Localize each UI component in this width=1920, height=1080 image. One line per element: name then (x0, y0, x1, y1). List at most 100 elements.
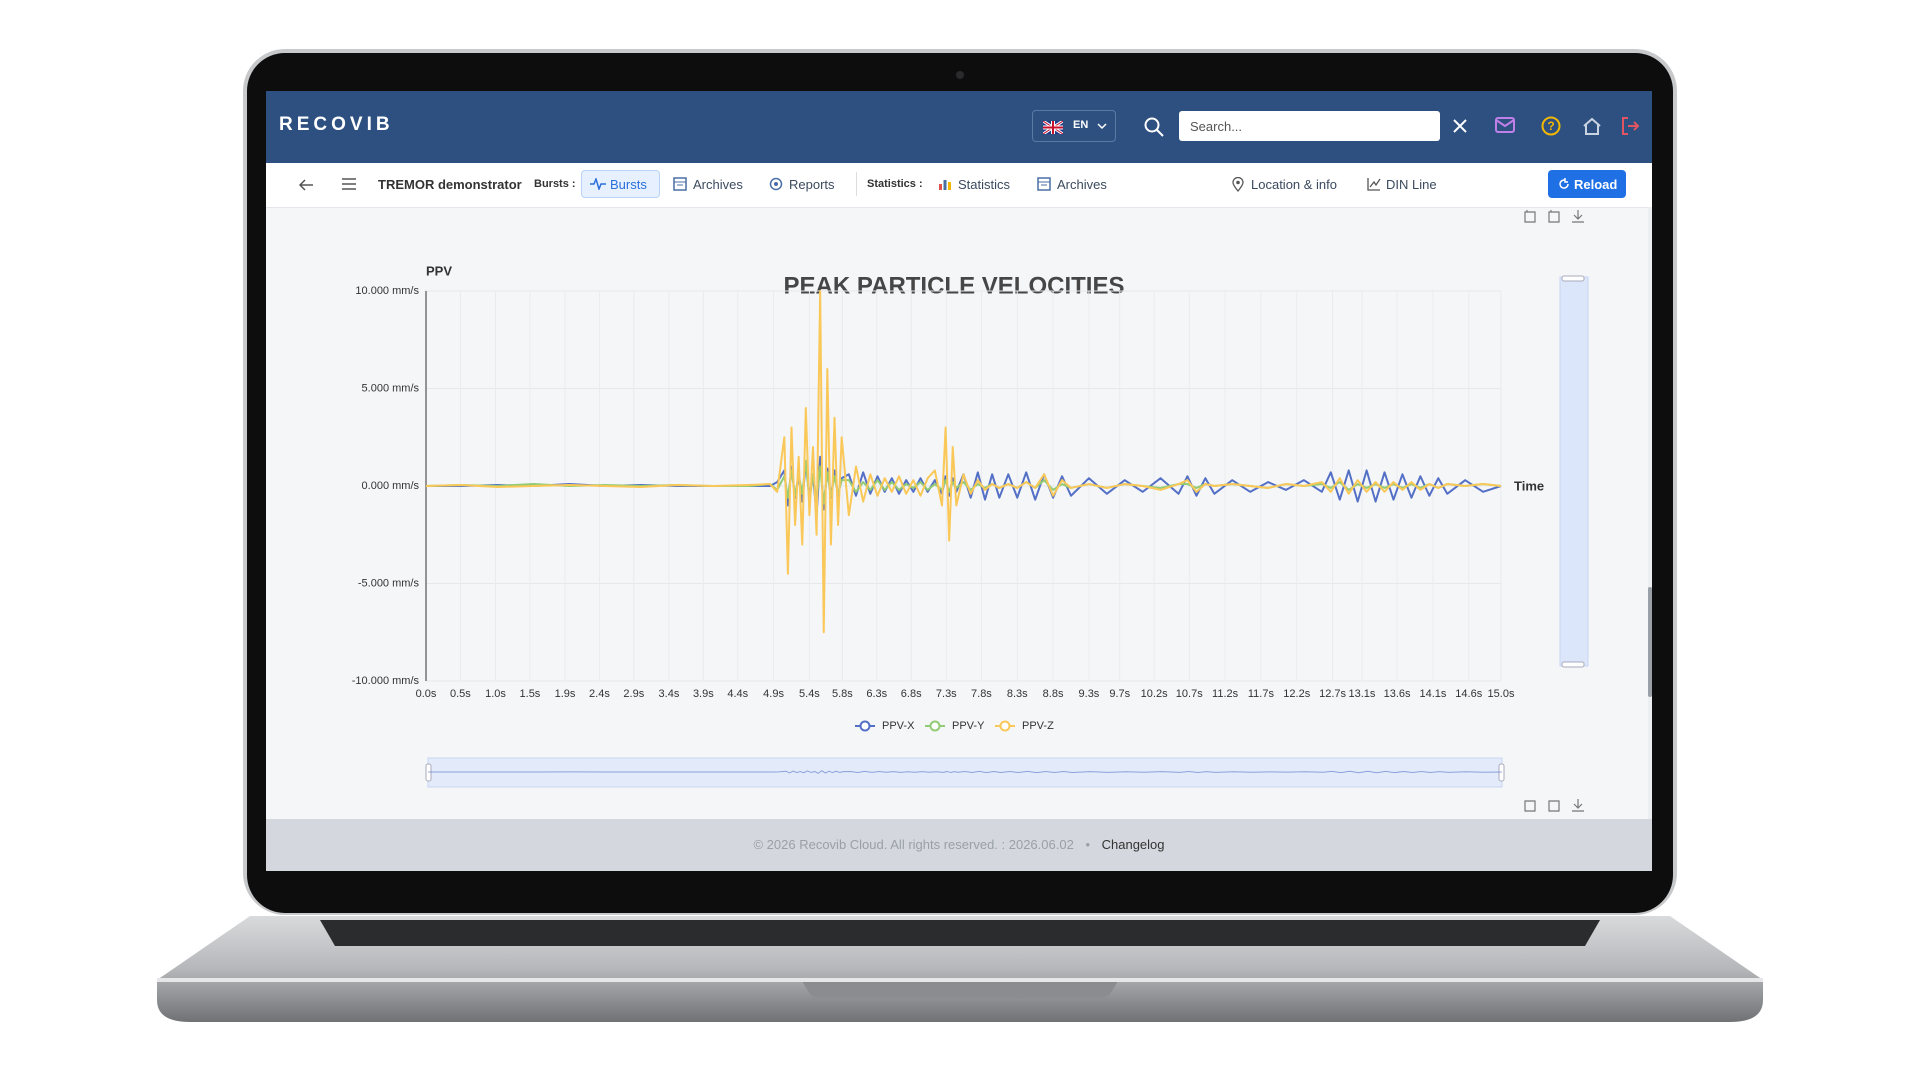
y-slider[interactable] (1559, 275, 1589, 668)
archive-icon (673, 177, 687, 191)
back-icon[interactable] (298, 178, 314, 192)
footer: © 2026 Recovib Cloud. All rights reserve… (266, 837, 1652, 852)
x-tick-label: 14.6s (1455, 688, 1482, 700)
x-tick-label: 5.4s (799, 688, 820, 700)
y-tick-label: -5.000 mm/s (358, 577, 420, 589)
help-icon[interactable]: ? (1541, 116, 1561, 136)
location-tab[interactable]: Location & info (1251, 177, 1338, 192)
bursts-tab-label: Bursts (610, 177, 647, 192)
x-tick-label: 14.1s (1419, 688, 1446, 700)
search-input[interactable]: Search... (1179, 111, 1440, 141)
x-tick-label: 4.9s (763, 688, 784, 700)
x-tick-label: 13.1s (1349, 688, 1376, 700)
download-tool-2[interactable] (1572, 799, 1584, 812)
svg-text:?: ? (1547, 119, 1554, 133)
archive-icon-2 (1037, 177, 1051, 191)
x-tick-label: 15.0s (1488, 688, 1515, 700)
x-tick-label: 1.5s (520, 688, 541, 700)
legend-icon (929, 720, 941, 732)
zoom-tool-2[interactable] (1524, 800, 1536, 812)
logo[interactable]: RECOVIB (279, 114, 394, 135)
x-tick-label: 8.3s (1007, 688, 1028, 700)
bursts-tab[interactable] (581, 170, 660, 198)
nav-bar (266, 163, 1652, 208)
x-tick-label: 9.3s (1079, 688, 1100, 700)
legend-label: PPV-X (882, 720, 915, 732)
reset-tool[interactable] (1548, 210, 1560, 223)
x-tick-label: 7.3s (936, 688, 957, 700)
statistics-tab[interactable]: Statistics (958, 177, 1011, 192)
y-tick-label: 10.000 mm/s (355, 285, 419, 297)
x-tick-label: 13.6s (1384, 688, 1411, 700)
footer-bar (266, 819, 1652, 871)
x-tick-label: 5.8s (832, 688, 853, 700)
din-line-tab[interactable]: DIN Line (1386, 177, 1437, 192)
x-tick-label: 8.8s (1043, 688, 1064, 700)
reload-button[interactable]: Reload (1548, 170, 1626, 198)
x-tick-label: 4.4s (727, 688, 748, 700)
location-icon (1232, 177, 1244, 192)
menu-icon[interactable] (342, 178, 356, 190)
x-tick-label: 2.9s (623, 688, 644, 700)
legend-icon (859, 720, 871, 732)
x-tick-label: 10.7s (1176, 688, 1203, 700)
home-icon[interactable] (1582, 116, 1602, 136)
x-tick-label: 12.7s (1319, 688, 1346, 700)
x-tick-label: 0.0s (416, 688, 437, 700)
screen (266, 91, 1652, 871)
y-axis-title: PPV (426, 263, 452, 278)
zoom-tool[interactable] (1524, 210, 1536, 223)
scrollbar[interactable] (1648, 207, 1652, 819)
wave-icon (590, 178, 606, 190)
archives-tab-2[interactable]: Archives (1057, 177, 1107, 192)
x-tick-label: 2.4s (589, 688, 610, 700)
y-tick-label: -10.000 mm/s (352, 675, 420, 687)
x-tick-label: 6.8s (901, 688, 922, 700)
x-tick-label: 9.7s (1109, 688, 1130, 700)
x-tick-label: 7.8s (971, 688, 992, 700)
legend-label: PPV-Y (952, 720, 985, 732)
language-select[interactable]: EN (1032, 110, 1116, 142)
x-tick-label: 12.2s (1283, 688, 1310, 700)
separator: • (1085, 837, 1090, 852)
reload-label: Reload (1574, 177, 1618, 192)
changelog-link[interactable]: Changelog (1101, 837, 1165, 852)
x-tick-label: 1.0s (485, 688, 506, 700)
reload-icon (1559, 178, 1569, 189)
statistics-label: Statistics : (867, 178, 923, 190)
mail-icon[interactable] (1495, 117, 1515, 133)
x-axis-title: Time (1514, 478, 1544, 493)
search-placeholder: Search... (1190, 119, 1243, 134)
legend-icon (999, 720, 1011, 732)
reports-tab[interactable]: Reports (789, 177, 835, 192)
logout-icon[interactable] (1620, 116, 1640, 136)
x-tick-label: 3.9s (693, 688, 714, 700)
legend-label: PPV-Z (1022, 720, 1054, 732)
din-icon (1367, 178, 1381, 191)
x-tick-label: 6.3s (866, 688, 887, 700)
chevron-icon (1097, 123, 1107, 130)
y-tick-label: 0.000 mm/s (362, 480, 420, 492)
copyright: © 2026 Recovib Cloud. All rights reserve… (753, 837, 1074, 852)
toolbox (1524, 210, 1584, 812)
zoom-preview (428, 770, 1503, 774)
reset-tool-2[interactable] (1548, 800, 1560, 812)
search-icon[interactable] (1143, 116, 1165, 138)
flag-icon (1043, 121, 1063, 134)
stats-icon (939, 180, 951, 190)
x-tick-label: 0.5s (450, 688, 471, 700)
download-tool[interactable] (1572, 210, 1584, 223)
x-tick-label: 11.2s (1212, 688, 1239, 700)
language-label: EN (1073, 119, 1089, 131)
clear-icon[interactable] (1452, 118, 1468, 134)
archives-tab[interactable]: Archives (693, 177, 743, 192)
reports-icon (769, 177, 783, 191)
project-name: TREMOR demonstrator (378, 177, 522, 192)
x-tick-label: 3.4s (659, 688, 680, 700)
x-tick-label: 11.7s (1248, 688, 1275, 700)
chart-title: PEAK PARTICLE VELOCITIES (784, 272, 1125, 299)
x-tick-label: 10.2s (1141, 688, 1168, 700)
y-tick-label: 5.000 mm/s (362, 382, 420, 394)
